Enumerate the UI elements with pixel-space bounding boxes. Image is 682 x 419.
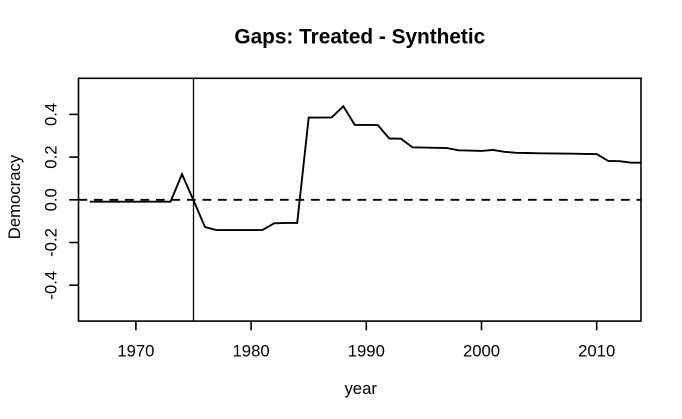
- svg-text:1980: 1980: [233, 341, 270, 360]
- svg-text:1970: 1970: [117, 341, 154, 360]
- svg-text:year: year: [344, 379, 377, 398]
- svg-text:1990: 1990: [348, 341, 385, 360]
- svg-text:Democracy: Democracy: [5, 154, 24, 239]
- svg-text:Gaps: Treated - Synthetic: Gaps: Treated - Synthetic: [234, 26, 485, 49]
- svg-text:2010: 2010: [578, 341, 615, 360]
- svg-text:0.2: 0.2: [42, 145, 61, 168]
- svg-text:-0.2: -0.2: [42, 228, 61, 257]
- svg-text:0.4: 0.4: [42, 103, 61, 126]
- svg-text:2000: 2000: [463, 341, 500, 360]
- svg-text:-0.4: -0.4: [42, 271, 61, 300]
- svg-text:0.0: 0.0: [42, 188, 61, 211]
